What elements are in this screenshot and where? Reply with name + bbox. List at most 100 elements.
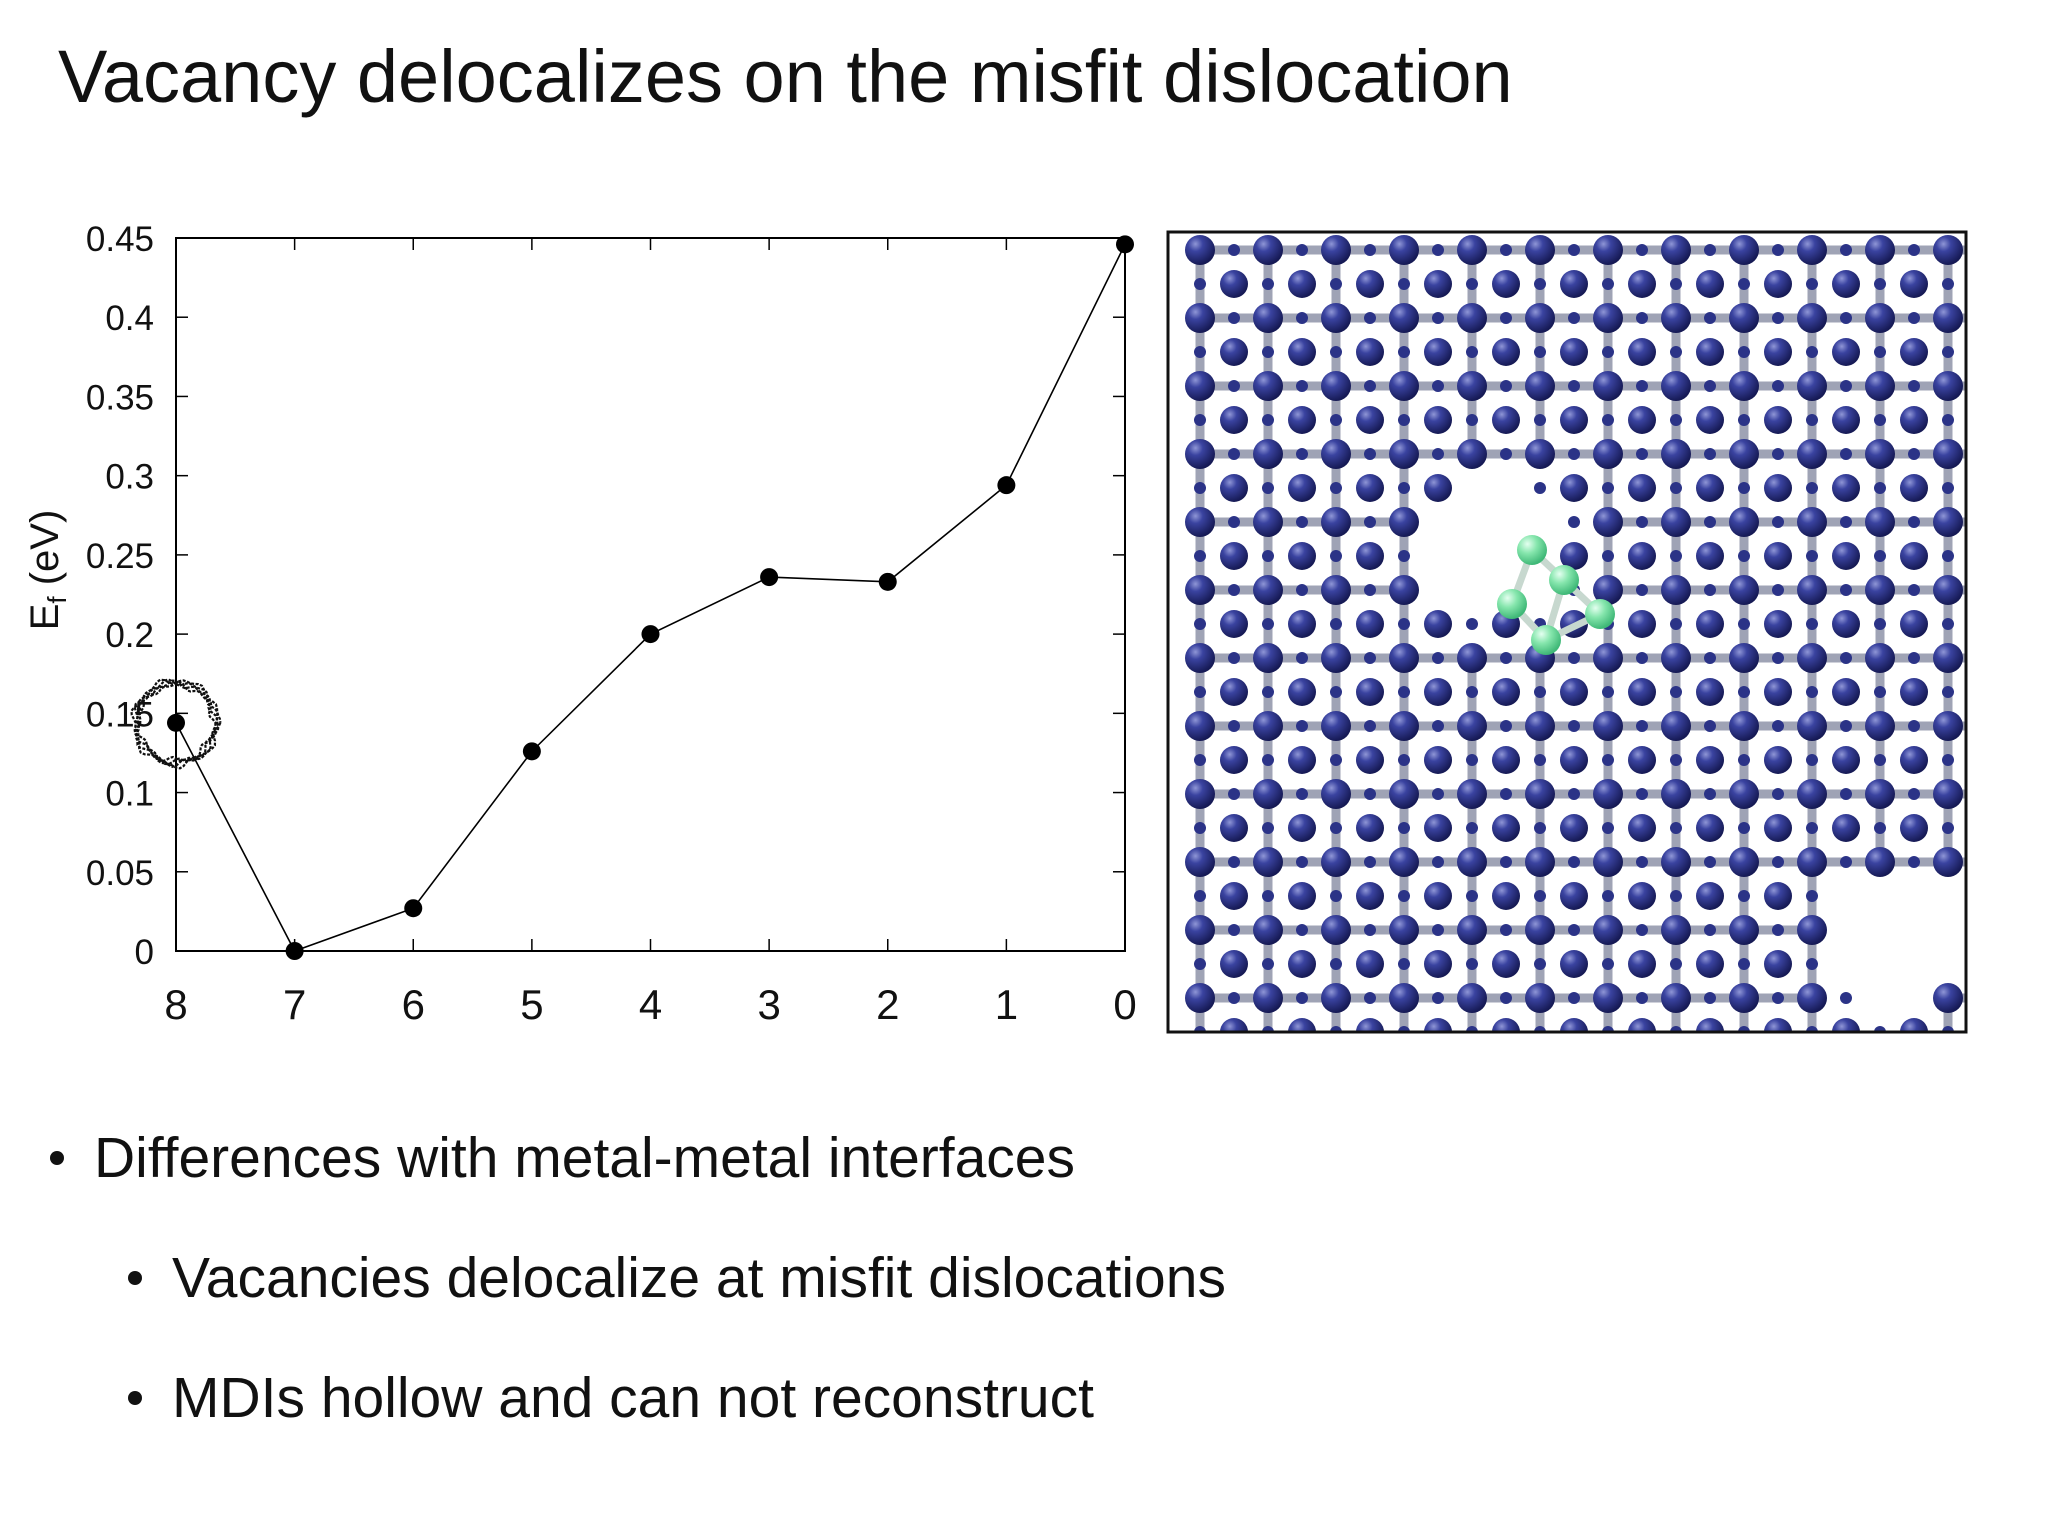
- atom: [1253, 439, 1283, 469]
- atom-small: [1534, 754, 1546, 766]
- atom-small: [1602, 686, 1614, 698]
- atom-small: [1636, 924, 1648, 936]
- y-tick-label: 0.25: [86, 537, 154, 576]
- bullet-text: Differences with metal-metal interfaces: [94, 1126, 1075, 1190]
- highlight-atom: [1517, 535, 1547, 565]
- atom: [1356, 814, 1384, 842]
- atom-small: [1840, 652, 1852, 664]
- atom: [1933, 983, 1963, 1013]
- atom-small: [1602, 414, 1614, 426]
- atom: [1729, 371, 1759, 401]
- atom: [1560, 814, 1588, 842]
- atom: [1560, 950, 1588, 978]
- atom-small: [1194, 278, 1206, 290]
- atom-small: [1806, 550, 1818, 562]
- formation-energy-chart: 00.050.10.150.20.250.30.350.40.458 7 6 5 4 3 2…: [23, 220, 1137, 1028]
- atom: [1832, 814, 1860, 842]
- atom: [1492, 338, 1520, 366]
- atom: [1661, 711, 1691, 741]
- atom: [1593, 303, 1623, 333]
- atom-small: [1772, 788, 1784, 800]
- atom: [1900, 1018, 1928, 1032]
- atom-small: [1262, 754, 1274, 766]
- atom: [1900, 746, 1928, 774]
- atom-small: [1228, 312, 1240, 324]
- atom: [1968, 610, 1990, 638]
- atom-small: [1704, 652, 1716, 664]
- atom-small: [1398, 618, 1410, 630]
- data-point: [1116, 235, 1134, 254]
- atom: [1696, 542, 1724, 570]
- atom: [1560, 678, 1588, 706]
- atom: [1389, 235, 1419, 265]
- atom: [1764, 746, 1792, 774]
- atom: [1593, 371, 1623, 401]
- atom-small: [1806, 346, 1818, 358]
- atom: [1628, 1018, 1656, 1032]
- atom-small: [1466, 686, 1478, 698]
- atom: [1185, 507, 1215, 537]
- atom-small: [1398, 890, 1410, 902]
- atom-small: [1500, 244, 1512, 256]
- data-point: [878, 572, 897, 591]
- atom-small: [1330, 754, 1342, 766]
- atom-small: [1772, 448, 1784, 460]
- atom: [1525, 439, 1555, 469]
- atom: [1321, 983, 1351, 1013]
- atom: [1321, 235, 1351, 265]
- atom: [1797, 1051, 1827, 1060]
- atom-small: [1806, 686, 1818, 698]
- atom-small: [1942, 550, 1954, 562]
- atom: [1628, 270, 1656, 298]
- atom: [1968, 746, 1990, 774]
- atom: [1321, 439, 1351, 469]
- atom-small: [1704, 244, 1716, 256]
- atom: [1729, 439, 1759, 469]
- atom-small: [1398, 958, 1410, 970]
- x-tick-label: 3: [757, 981, 780, 1028]
- atom-small: [1364, 992, 1376, 1004]
- atom-small: [1500, 992, 1512, 1004]
- atom-small: [1330, 618, 1342, 630]
- atom-small: [1840, 448, 1852, 460]
- atom: [1968, 882, 1990, 910]
- atom-small: [1602, 890, 1614, 902]
- atom-small: [1398, 278, 1410, 290]
- atom: [1389, 439, 1419, 469]
- atom: [1321, 303, 1351, 333]
- atom: [1933, 643, 1963, 673]
- atom: [1457, 235, 1487, 265]
- atom: [1628, 406, 1656, 434]
- atom-small: [1908, 856, 1920, 868]
- atom: [1865, 303, 1895, 333]
- atom: [1764, 678, 1792, 706]
- atom: [1220, 542, 1248, 570]
- atom-small: [1194, 414, 1206, 426]
- atom-small: [1976, 788, 1988, 800]
- atom-small: [1364, 448, 1376, 460]
- atom: [1797, 711, 1827, 741]
- atom-small: [1602, 278, 1614, 290]
- atom-small: [1874, 754, 1886, 766]
- atom-small: [1500, 788, 1512, 800]
- atom: [1525, 915, 1555, 945]
- atom: [1356, 474, 1384, 502]
- atom-small: [1398, 754, 1410, 766]
- atom: [1797, 575, 1827, 605]
- atom-small: [1364, 312, 1376, 324]
- atom-small: [1840, 992, 1852, 1004]
- data-point: [641, 625, 660, 644]
- atom-small: [1364, 788, 1376, 800]
- atom: [1525, 983, 1555, 1013]
- highlight-circle-stroke: [134, 679, 219, 766]
- atom: [1457, 1051, 1487, 1060]
- atom: [1560, 338, 1588, 366]
- atom: [1389, 1051, 1419, 1060]
- atom: [1968, 270, 1990, 298]
- atom-small: [1296, 244, 1308, 256]
- atom-small: [1738, 482, 1750, 494]
- atom-small: [1194, 822, 1206, 834]
- page-title: Vacancy delocalizes on the misfit disloc…: [58, 35, 1513, 118]
- atom-small: [1228, 924, 1240, 936]
- atom-small: [1568, 244, 1580, 256]
